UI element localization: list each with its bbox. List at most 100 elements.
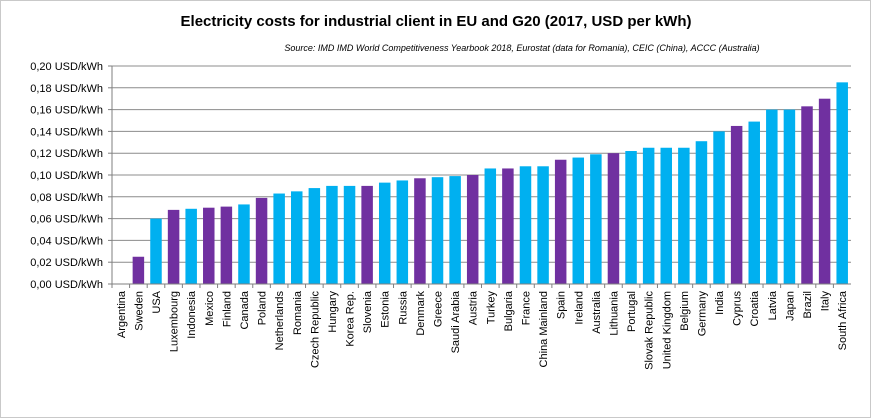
bar bbox=[642, 147, 655, 284]
bar bbox=[519, 166, 532, 284]
x-tick-label: Croatia bbox=[749, 290, 761, 326]
x-tick-label: Indonesia bbox=[186, 290, 198, 339]
y-tick-label: 0,08 USD/kWh bbox=[30, 192, 103, 204]
x-tick-label: Japan bbox=[784, 291, 796, 321]
x-tick-label: Austria bbox=[468, 290, 480, 325]
gridlines bbox=[112, 65, 851, 263]
chart-title: Electricity costs for industrial client … bbox=[181, 13, 692, 30]
x-tick-label: Mexico bbox=[204, 291, 216, 326]
bar bbox=[361, 185, 373, 284]
bar bbox=[203, 207, 215, 284]
x-tick-label: Greece bbox=[433, 291, 445, 327]
bar bbox=[431, 177, 444, 284]
x-tick-label: Argentina bbox=[116, 290, 128, 338]
x-tick-label: China Mainland bbox=[538, 291, 550, 367]
y-tick-label: 0,20 USD/kWh bbox=[30, 61, 103, 73]
y-tick-label: 0,10 USD/kWh bbox=[30, 170, 103, 182]
bar bbox=[132, 256, 145, 284]
bar bbox=[678, 147, 690, 284]
bar bbox=[167, 209, 180, 284]
bar bbox=[396, 180, 409, 284]
x-tick-label: Brazil bbox=[802, 291, 814, 319]
x-tick-label: India bbox=[714, 290, 726, 315]
bar bbox=[238, 204, 250, 284]
bar bbox=[554, 159, 567, 284]
bar bbox=[537, 166, 549, 284]
x-tick-label: Canada bbox=[239, 290, 251, 329]
bar bbox=[713, 131, 725, 284]
bar bbox=[695, 141, 708, 284]
bar bbox=[590, 154, 602, 284]
x-tick-label: Slovenia bbox=[362, 290, 374, 333]
bar bbox=[255, 197, 268, 284]
bar bbox=[273, 193, 285, 284]
x-tick-label: Sweden bbox=[133, 291, 145, 331]
bar bbox=[625, 151, 637, 284]
x-tick-label: Turkey bbox=[485, 291, 497, 325]
x-tick-label: Poland bbox=[257, 291, 269, 325]
x-tick-label: Denmark bbox=[415, 291, 427, 336]
x-tick-label: Australia bbox=[591, 290, 603, 334]
y-tick-label: 0,16 USD/kWh bbox=[30, 105, 103, 117]
x-tick-label: France bbox=[520, 291, 532, 325]
bar bbox=[660, 147, 672, 284]
x-tick-label: Portugal bbox=[626, 291, 638, 332]
x-tick-label: Czech Republic bbox=[309, 291, 321, 369]
chart-subtitle: Source: IMD IMD World Competitiveness Ye… bbox=[284, 43, 759, 53]
x-tick-label: Finland bbox=[221, 291, 233, 327]
x-tick-label: Estonia bbox=[380, 290, 392, 328]
x-axis-ticks: Argentina Sweden USA Luxembourg Indonesia Mex… bbox=[111, 284, 849, 370]
x-tick-label: Korea Rep. bbox=[345, 291, 357, 347]
bar bbox=[150, 218, 162, 284]
y-tick-label: 0,12 USD/kWh bbox=[30, 148, 103, 160]
bar bbox=[220, 206, 233, 284]
x-tick-label: Ireland bbox=[573, 291, 585, 325]
bar bbox=[378, 182, 391, 284]
x-tick-label: Hungary bbox=[327, 291, 339, 333]
x-tick-label: Latvia bbox=[767, 290, 779, 320]
bar bbox=[783, 109, 796, 284]
bar bbox=[308, 188, 321, 284]
x-tick-label: Slovak Republic bbox=[644, 291, 656, 370]
x-tick-label: Saudi Arabia bbox=[450, 290, 462, 353]
bar bbox=[414, 178, 426, 284]
bar bbox=[748, 121, 760, 284]
x-tick-label: Luxembourg bbox=[169, 291, 181, 352]
bar bbox=[730, 125, 743, 284]
bar bbox=[818, 98, 831, 284]
x-tick-label: Romania bbox=[292, 290, 304, 335]
y-tick-label: 0,06 USD/kWh bbox=[30, 214, 103, 226]
bar bbox=[185, 208, 197, 284]
bar bbox=[607, 153, 620, 284]
bar bbox=[502, 168, 514, 284]
x-tick-label: Spain bbox=[556, 291, 568, 319]
bar bbox=[343, 185, 356, 284]
y-axis-ticks: 0,00 USD/kWh 0,02 USD/kWh 0,04 USD/kWh 0,06… bbox=[30, 61, 112, 291]
y-tick-label: 0,00 USD/kWh bbox=[30, 279, 103, 291]
x-tick-label: Cyprus bbox=[732, 291, 744, 326]
x-tick-label: USA bbox=[151, 290, 163, 313]
bars bbox=[132, 82, 848, 284]
bar bbox=[466, 175, 479, 284]
x-tick-label: South Africa bbox=[837, 290, 849, 350]
y-tick-label: 0,18 USD/kWh bbox=[30, 83, 103, 95]
x-tick-label: Belgium bbox=[679, 291, 691, 331]
bar bbox=[801, 106, 813, 284]
bar bbox=[326, 185, 338, 284]
y-tick-label: 0,02 USD/kWh bbox=[30, 257, 103, 269]
x-tick-label: Italy bbox=[820, 291, 832, 312]
x-tick-label: Germany bbox=[696, 291, 708, 337]
bar bbox=[572, 157, 585, 284]
x-tick-label: Russia bbox=[397, 290, 409, 325]
bar bbox=[836, 82, 848, 284]
bar bbox=[484, 168, 497, 284]
y-tick-label: 0,14 USD/kWh bbox=[30, 126, 103, 138]
y-tick-label: 0,04 USD/kWh bbox=[30, 235, 103, 247]
bar bbox=[449, 176, 461, 284]
bar bbox=[291, 191, 303, 284]
x-tick-label: Bulgaria bbox=[503, 290, 515, 331]
bar bbox=[766, 109, 778, 284]
x-tick-label: United Kingdom bbox=[661, 291, 673, 369]
x-tick-label: Netherlands bbox=[274, 291, 286, 351]
